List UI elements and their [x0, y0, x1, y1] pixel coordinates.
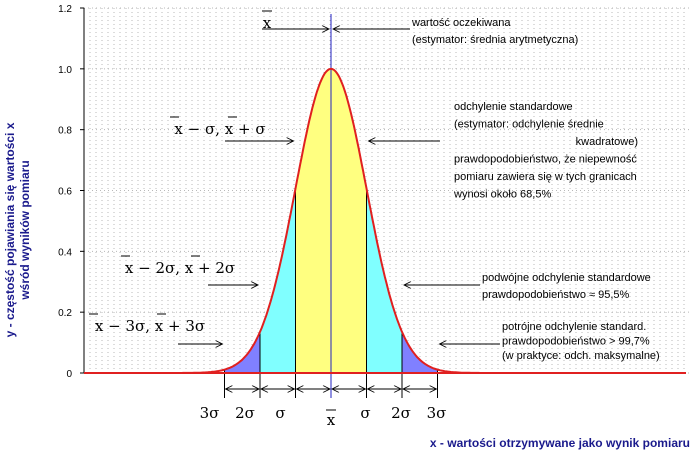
y-tick-label: 0.4: [58, 247, 72, 258]
sigma2-label: x − 2σ, x + 2σ: [125, 259, 235, 277]
grid: [84, 7, 690, 374]
x-tick-label: 3σ: [427, 404, 447, 422]
sigma1-annotation-text: wynosi około 68,5%: [453, 189, 551, 201]
x-tick-label: 2σ: [391, 404, 411, 422]
x-axis-title: x - wartości otrzymywane jako wynik pomi…: [430, 436, 690, 450]
y-tick-label: 1.2: [58, 4, 72, 15]
x-tick-label: 2σ: [235, 404, 255, 422]
sigma3-annotation-text: (w praktyce: odch. maksymalne): [502, 350, 660, 362]
x-tick-label: σ: [360, 404, 370, 422]
y-tick-label: 0.6: [58, 187, 72, 198]
y-axis-title-line: y - częstość pojawiania się wartości x: [3, 122, 17, 337]
curve-layer: [84, 67, 686, 374]
sigma1-annotation-text: (estymator: odchylenie średnie: [454, 119, 604, 131]
y-tick-label: 0.2: [58, 308, 72, 319]
gaussian-curve: [110, 67, 481, 374]
sigma3-annotation-text: prawdopodobieństwo > 99,7%: [502, 336, 650, 348]
sigma3-annotation-text: potrójne odchylenie standard.: [502, 321, 646, 333]
labels: x wartość oczekiwana (estymator: średnia a…: [3, 10, 690, 450]
y-tick-label: 1.0: [58, 65, 72, 76]
sigma1-annotation-text: prawdopodobieństwo, że niepewność: [454, 154, 637, 166]
sigma3-label: x − 3σ, x + 3σ: [95, 317, 205, 335]
mean-annotation-text: (estymator: średnia arytmetyczna): [412, 34, 578, 46]
sigma1-annotation-text: odchylenie standardowe: [454, 101, 573, 113]
x-tick-label: 3σ: [200, 404, 220, 422]
y-axis-title-line: wśród wyników pomiaru: [18, 160, 32, 300]
y-axis-title: y - częstość pojawiania się wartości x wś…: [3, 122, 32, 337]
sigma1-annotation-text: kwadratowe): [576, 136, 638, 148]
sigma1-label: x − σ, x + σ: [174, 120, 265, 138]
axes: 0 0.2 0.4 0.6 0.8 1.0 1.2: [58, 4, 438, 398]
y-tick-label: 0.8: [58, 126, 72, 137]
sigma1-annotation-text: pomiaru zawiera się w tych granicach: [454, 171, 637, 183]
y-tick-label: 0: [66, 369, 72, 380]
sigma2-annotation-text: podwójne odchylenie standardowe: [482, 272, 651, 284]
sigma-dimension-arrows: 3σ 2σ σ x σ 2σ 3σ: [200, 389, 447, 429]
x-tick-label: σ: [275, 404, 285, 422]
mean-annotation-text: wartość oczekiwana: [411, 17, 511, 29]
sigma2-annotation-text: prawdopodobieństwo ≈ 95,5%: [482, 289, 630, 301]
mean-symbol: x: [263, 14, 272, 32]
x-tick-label-mean: x: [327, 411, 336, 429]
